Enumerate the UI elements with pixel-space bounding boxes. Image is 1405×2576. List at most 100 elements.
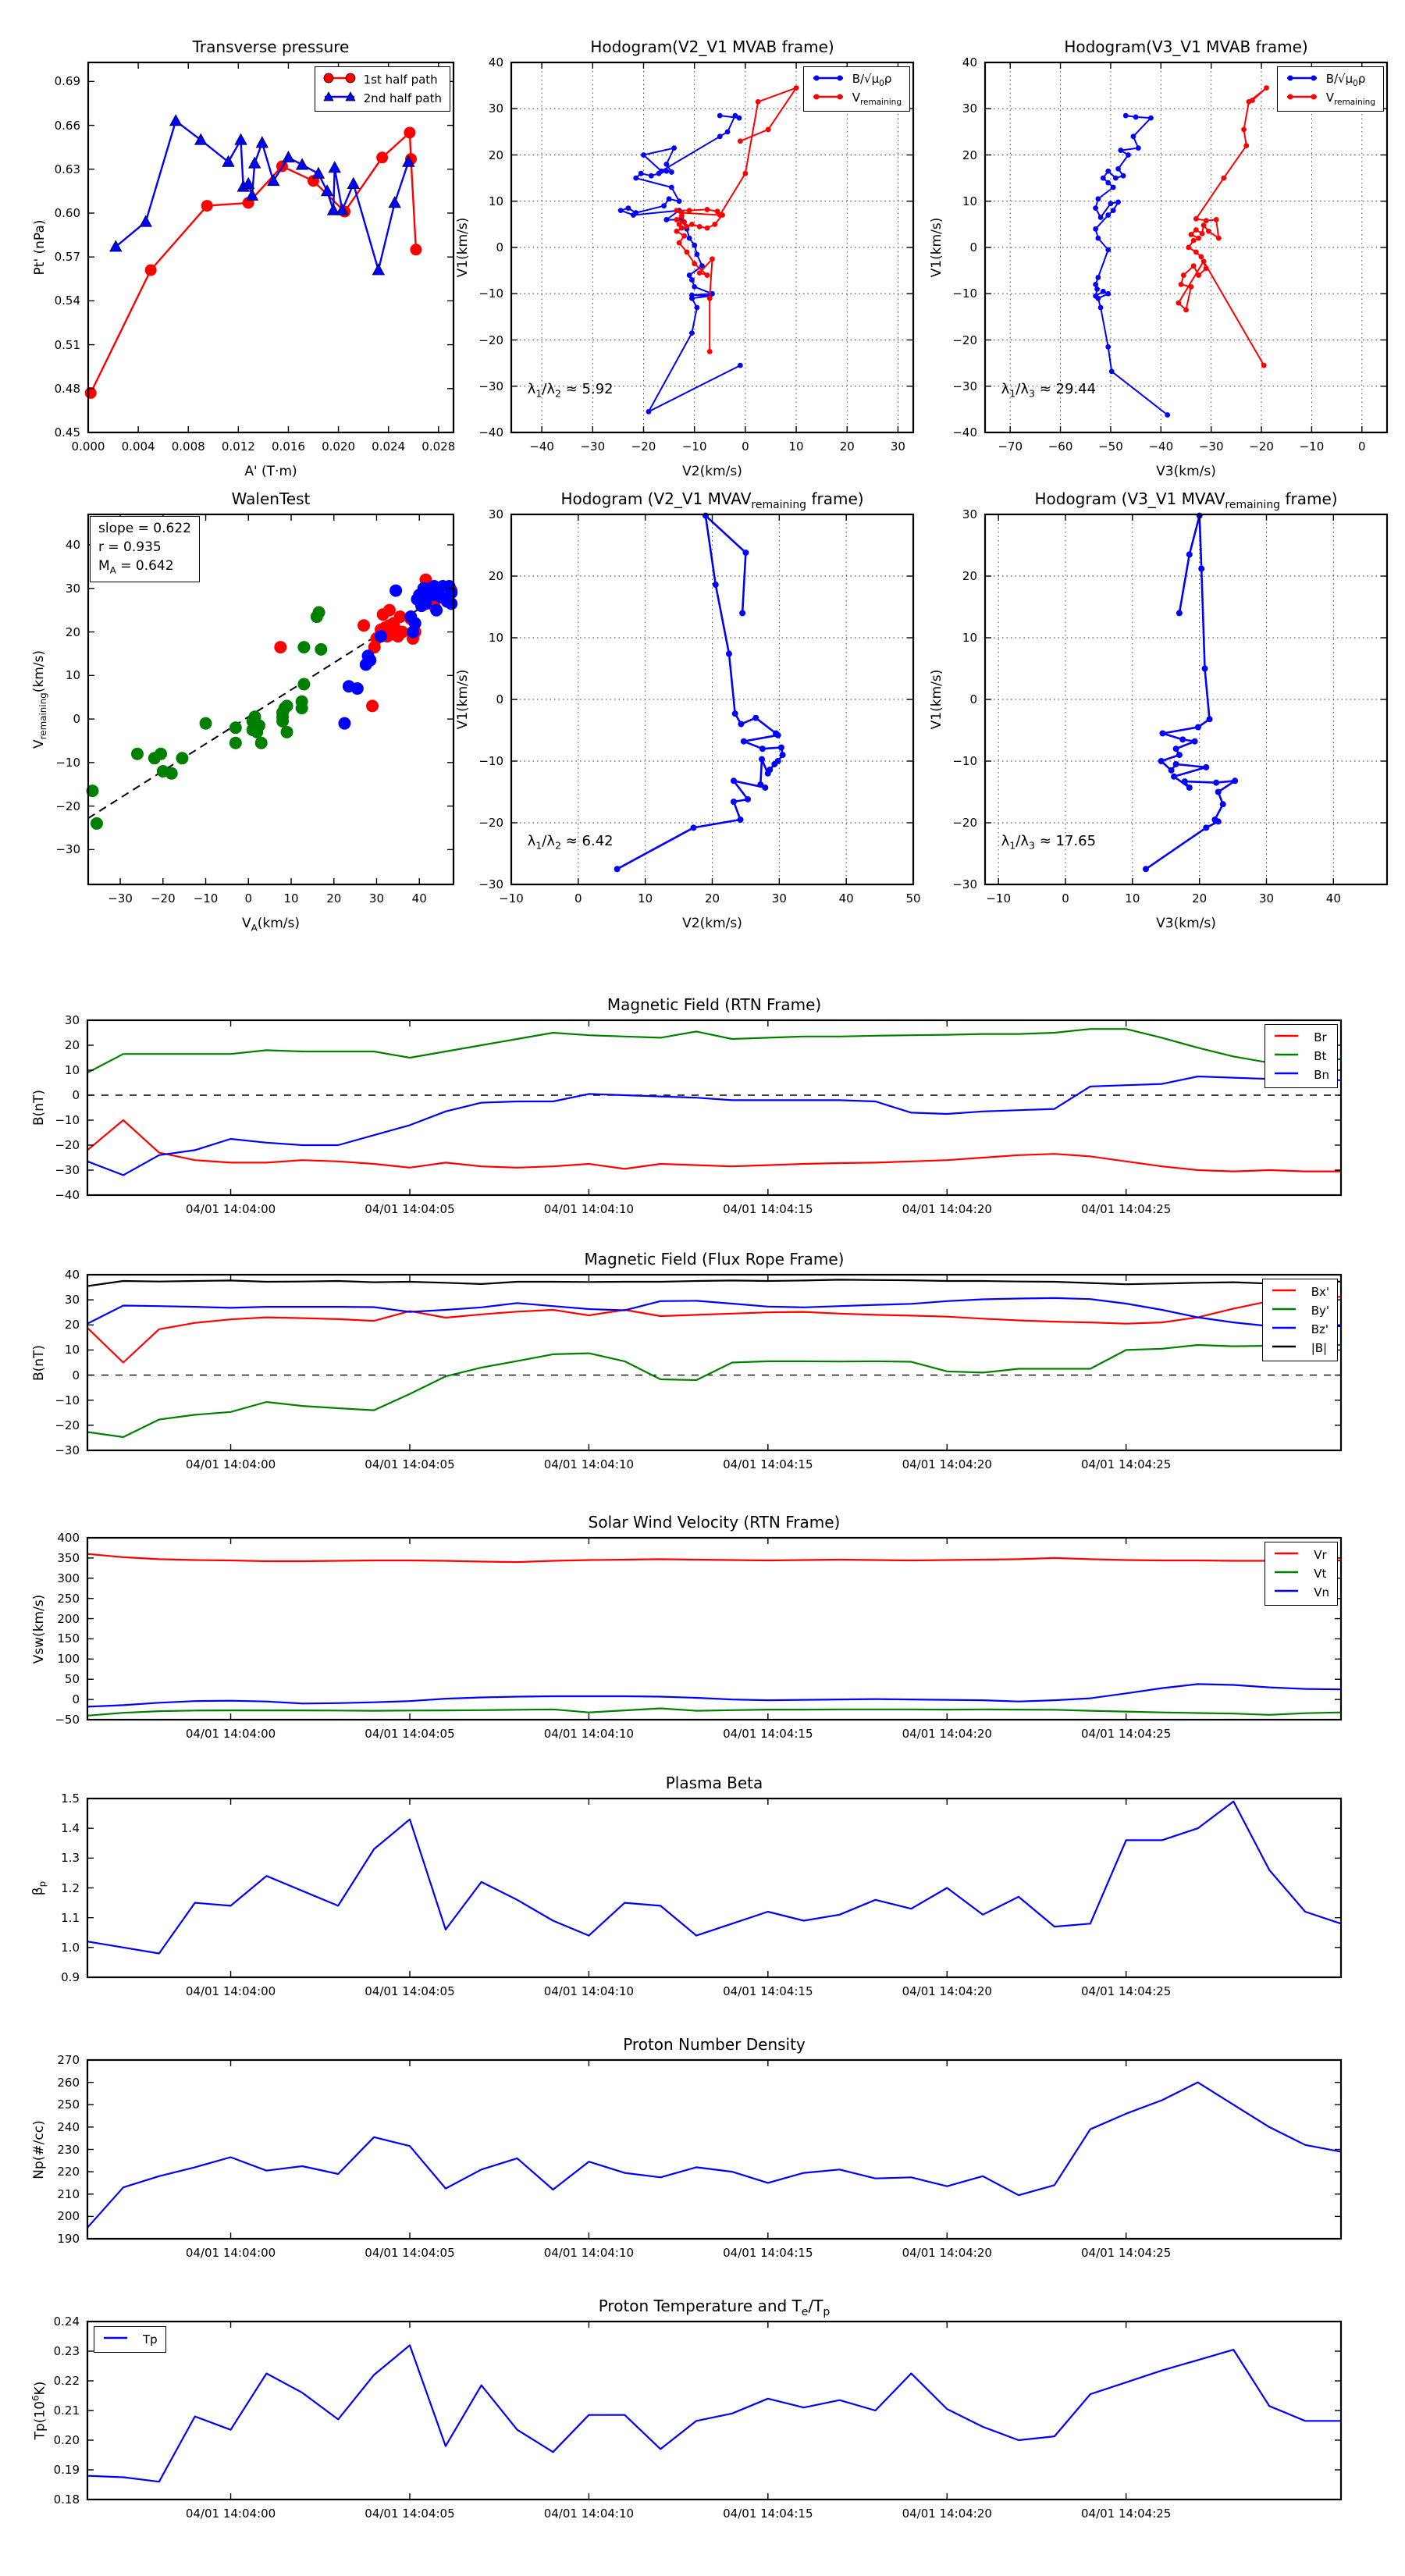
marker-B-alfven [1112,175,1119,181]
marker-V-remaining [706,295,713,301]
marker-1st half path [201,200,213,212]
marker-scatter-blue [389,584,403,597]
marker-V-remaining [704,207,710,212]
marker-path [759,756,766,763]
axes-spines [86,1019,1343,1197]
marker-V-remaining [1200,222,1207,228]
axes-spines [86,2058,1343,2240]
marker-V-remaining [1243,143,1250,149]
marker-scatter-blue [364,653,377,667]
marker-path [739,610,746,617]
marker-2nd half path [234,133,247,145]
marker-1st half path [376,151,389,164]
marker-B-alfven [1126,152,1131,158]
marker-B-alfven [1110,208,1116,213]
marker-B-alfven [663,168,670,174]
marker-path [744,795,751,802]
marker-B-alfven [1115,165,1121,172]
marker-B-alfven [646,408,652,415]
marker-path [1176,752,1183,759]
marker-path [725,650,732,657]
marker-B-alfven [1148,115,1154,121]
marker-B-alfven [732,112,738,119]
marker-2nd half path [328,161,341,173]
marker-scatter-green [276,714,290,728]
marker-path [712,582,719,589]
marker-2nd half path [194,133,208,145]
marker-V-remaining [755,98,761,105]
marker-1st half path [404,126,416,139]
marker-B-alfven [1093,205,1099,212]
marker-2nd half path [295,158,309,170]
marker-path [752,714,759,721]
marker-path [1186,784,1193,791]
marker-V-remaining [737,138,743,144]
marker-path [738,720,745,728]
series-Bn [87,1075,1342,1176]
marker-B-alfven [1097,215,1104,220]
axes-spines [86,1273,1343,1452]
series-Vn [87,1683,1342,1708]
marker-scatter-green [130,747,144,760]
marker-B-alfven [1105,168,1112,174]
marker-B-alfven [1105,212,1112,218]
marker-B-alfven [1122,112,1129,119]
marker-path [1194,724,1201,731]
marker-B-alfven [1100,175,1106,181]
marker-B-alfven [625,205,631,212]
marker-V-remaining [1203,265,1209,272]
marker-V-remaining [1199,230,1205,237]
marker-path [774,731,781,738]
marker-path [702,512,709,519]
marker-scatter-green [229,721,242,735]
marker-V-remaining [1203,218,1209,224]
marker-V-remaining [714,208,720,215]
marker-path [1215,788,1222,795]
marker-path [731,710,738,717]
marker-V-remaining [684,223,690,229]
marker-B-alfven [1097,304,1104,311]
marker-B-alfven [641,152,646,158]
marker-B-alfven [694,304,700,311]
marker-path [1203,824,1210,831]
marker-B-alfven [663,217,670,222]
marker-V-remaining [1200,258,1207,265]
marker-V-remaining [1178,282,1184,287]
marker-2nd half path [388,196,401,208]
marker-1st half path [144,264,157,276]
marker-V-remaining [1196,272,1201,278]
marker-2nd half path [139,215,152,227]
marker-path [759,745,766,753]
marker-scatter-green [90,817,103,830]
marker-B-alfven [717,112,723,119]
marker-V-remaining [689,221,695,227]
series-By [87,1343,1341,1439]
series-Bt [87,1028,1342,1074]
series-Np [87,2081,1342,2229]
marker-V-remaining [1213,217,1219,222]
marker-B-alfven [694,251,700,258]
marker-path [1181,778,1188,785]
marker-B-alfven [1108,368,1115,375]
marker-scatter-green [295,702,308,715]
marker-V-remaining [1241,126,1247,133]
marker-B-alfven [1093,282,1099,287]
marker-path [742,549,749,556]
marker-B-alfven [710,290,715,297]
marker-B-alfven [633,175,639,181]
marker-B-alfven [1120,173,1126,179]
marker-scatter-green [252,719,265,732]
marker-scatter-red [357,619,371,632]
marker-B-alfven [686,272,692,278]
marker-path [1232,777,1239,785]
marker-path [1213,779,1220,786]
marker-2nd half path [336,203,349,215]
marker-V-remaining [1176,300,1182,306]
marker-V-remaining [710,256,715,262]
marker-V-remaining [696,270,702,276]
marker-B-alfven [692,283,698,290]
marker-B-alfven [736,115,742,121]
marker-V-remaining [1180,272,1186,278]
marker-B-alfven [648,173,654,179]
marker-V-remaining [1188,232,1194,237]
